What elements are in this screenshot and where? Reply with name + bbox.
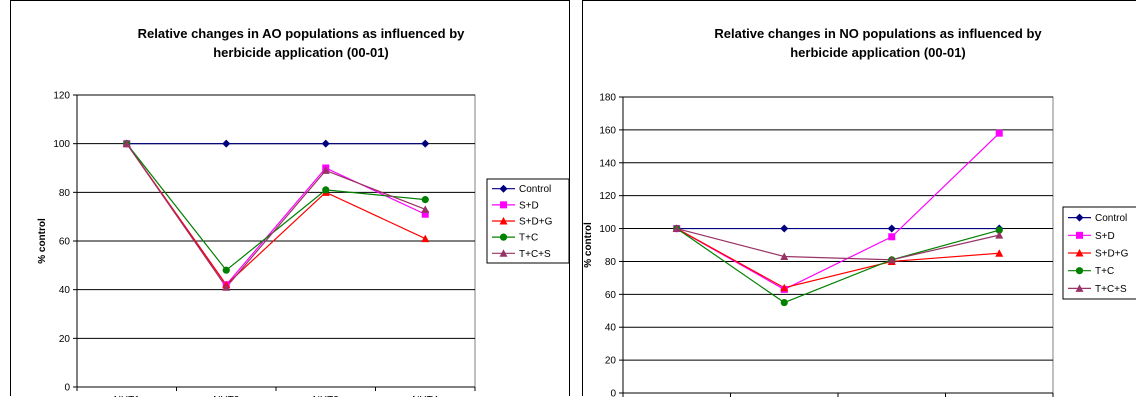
y-tick-label: 100	[599, 224, 616, 235]
legend-label-T+C: T+C	[1095, 266, 1114, 277]
y-tick-label: 160	[599, 125, 616, 136]
chart-title-line1: Relative changes in AO populations as in…	[138, 26, 466, 41]
chart-ao: Relative changes in AO populations as in…	[10, 0, 570, 396]
legend-label-Control: Control	[1095, 213, 1127, 224]
y-tick-label: 40	[59, 285, 71, 296]
legend-label-S+D+G: S+D+G	[519, 217, 553, 228]
legend-label-S+D+G: S+D+G	[1095, 249, 1129, 260]
y-tick-label: 180	[599, 93, 616, 104]
data-point-S+D	[996, 130, 1003, 137]
chart-no: Relative changes in NO populations as in…	[582, 0, 1136, 396]
legend-label-S+D: S+D	[519, 200, 539, 211]
legend-marker-S+D	[500, 201, 507, 208]
legend-marker-T+C	[1076, 267, 1083, 274]
y-axis-label: % control	[583, 222, 594, 268]
legend-marker-T+C	[500, 234, 507, 241]
legend-label-T+C: T+C	[519, 233, 538, 244]
data-point-T+C	[781, 299, 788, 306]
legend-marker-S+D	[1076, 232, 1083, 239]
chart-no-svg: Relative changes in NO populations as in…	[583, 1, 1136, 397]
y-tick-label: 80	[59, 188, 71, 199]
y-tick-label: 140	[599, 158, 616, 169]
legend-label-T+C+S: T+C+S	[1095, 284, 1127, 295]
y-tick-label: 100	[53, 139, 70, 150]
y-axis-label: % control	[37, 218, 48, 264]
y-tick-label: 120	[599, 191, 616, 202]
y-tick-label: 60	[605, 290, 617, 301]
y-tick-label: 20	[605, 356, 617, 367]
chart-ao-svg: Relative changes in AO populations as in…	[11, 1, 571, 397]
y-tick-label: 80	[605, 257, 617, 268]
chart-title-line1: Relative changes in NO populations as in…	[714, 26, 1042, 41]
data-point-T+C	[322, 186, 329, 193]
legend-label-T+C+S: T+C+S	[519, 249, 551, 260]
y-tick-label: 120	[53, 91, 70, 102]
legend-label-S+D: S+D	[1095, 231, 1115, 242]
y-tick-label: 60	[59, 237, 71, 248]
y-tick-label: 0	[64, 383, 70, 394]
legend-label-Control: Control	[519, 184, 551, 195]
data-point-T+C	[422, 196, 429, 203]
chart-title-line2: herbicide application (00-01)	[790, 45, 966, 60]
chart-title-line2: herbicide application (00-01)	[213, 45, 389, 60]
y-tick-label: 20	[59, 334, 71, 345]
data-point-S+D	[888, 233, 895, 240]
y-tick-label: 40	[605, 323, 617, 334]
plot-area	[623, 97, 1053, 393]
data-point-T+C	[223, 267, 230, 274]
